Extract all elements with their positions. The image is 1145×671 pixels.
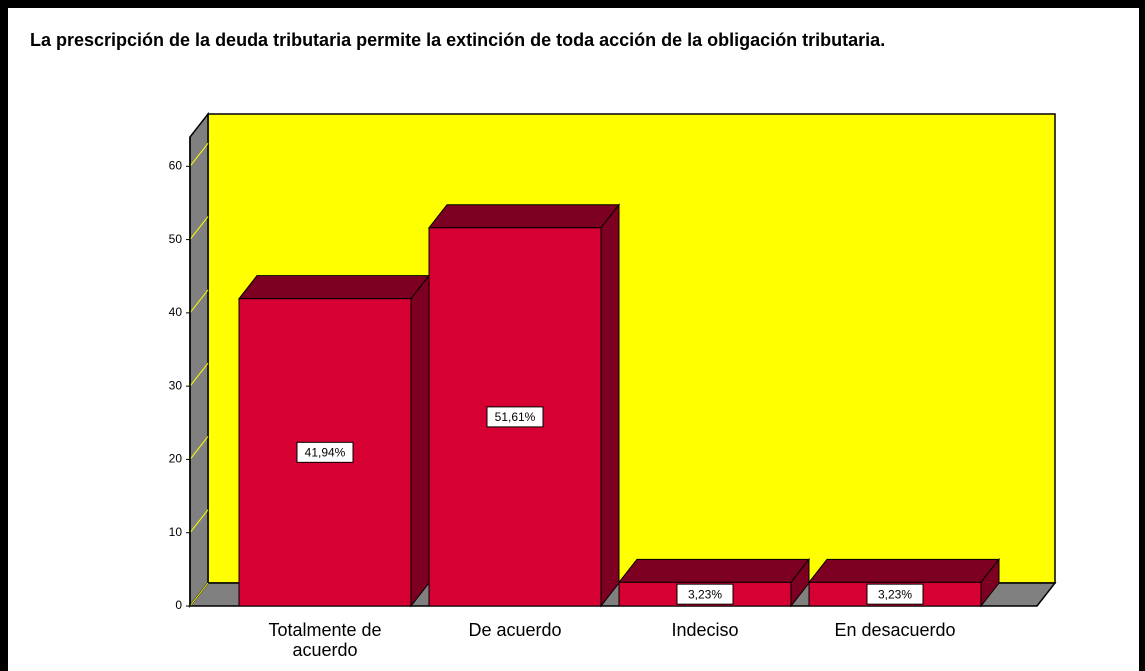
- bar-side: [410, 274, 430, 608]
- value-label: 3,23%: [878, 587, 912, 601]
- y-tick-label: 40: [169, 305, 183, 319]
- y-tick-label: 30: [169, 378, 183, 392]
- y-tick: [189, 143, 209, 167]
- chart-title: La prescripción de la deuda tributaria p…: [30, 30, 885, 50]
- x-tick-label: Totalmente de acuerdo: [268, 620, 382, 660]
- bar-top: [427, 204, 621, 229]
- side-wall: [189, 111, 209, 609]
- y-tick: [189, 436, 209, 460]
- x-tick-label: Indeciso: [671, 620, 739, 640]
- x-tick-label-box: Totalmente de acuerdo: [268, 620, 382, 660]
- bar-top: [617, 558, 811, 583]
- y-tick: [189, 289, 209, 314]
- bar-top: [807, 558, 1001, 583]
- value-label: 51,61%: [495, 410, 536, 424]
- y-tick-label: 50: [169, 232, 183, 246]
- value-label: 41,94%: [305, 446, 346, 460]
- value-label-box: [296, 441, 354, 463]
- x-tick-label: De acuerdo: [468, 620, 562, 640]
- y-tick-label: 60: [169, 158, 183, 172]
- value-label: 3,23%: [688, 587, 722, 601]
- frame: La prescripción de la deuda tributaria p…: [8, 8, 1139, 671]
- bar-side: [600, 203, 620, 608]
- y-tick-label: 20: [169, 452, 183, 466]
- x-tick-label-box: En desacuerdo: [834, 620, 956, 640]
- y-tick-label: 0: [175, 598, 182, 612]
- bar-top: [237, 275, 431, 300]
- x-tick-label: En desacuerdo: [834, 620, 956, 640]
- x-tick-label-box: Indeciso: [671, 620, 739, 640]
- y-tick: [189, 509, 209, 534]
- y-tick-label: 10: [169, 525, 183, 539]
- value-label-box: [486, 406, 544, 428]
- y-tick: [189, 362, 209, 387]
- y-tick: [189, 582, 209, 607]
- y-tick: [189, 216, 209, 240]
- value-label-box: [676, 583, 734, 605]
- value-label-box: [866, 583, 924, 605]
- x-tick-label-box: De acuerdo: [468, 620, 562, 640]
